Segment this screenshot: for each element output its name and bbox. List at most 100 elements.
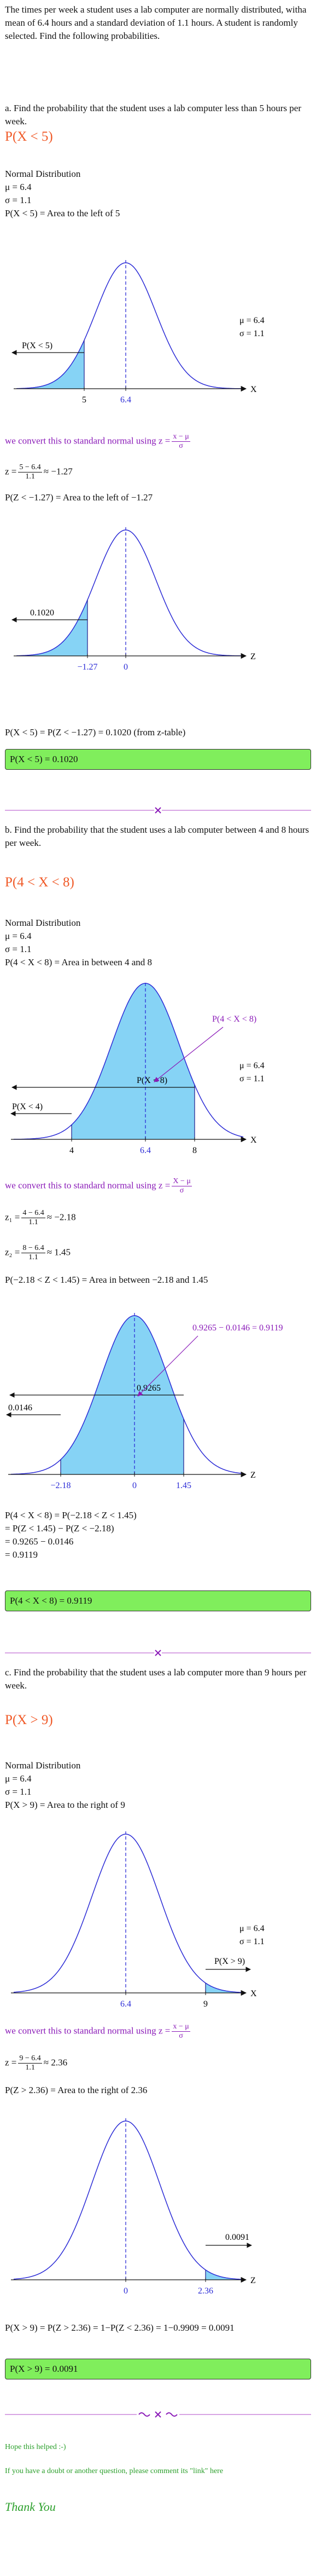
result: P(X < 5) = P(Z < −1.27) = 0.1020 (from z… (5, 727, 186, 737)
z-line: z₁ = 4 − 6.4 1.1 ≈ −2.18 (5, 1209, 76, 1226)
dist: Normal Distribution (5, 169, 81, 179)
z-area: P(Z < −1.27) = Area to the left of −1.27 (5, 492, 153, 503)
mu: μ = 6.4 (5, 931, 32, 941)
graph: P(X < 5) 5 6.4 X μ = 6.4 σ = 1.1 (11, 260, 265, 405)
tick-label: 2.36 (198, 2286, 213, 2296)
z-line: z = 5 − 6.4 1.1 ≈ −1.27 (5, 463, 73, 481)
axis-label: Z (250, 652, 256, 661)
sigma: σ = 1.1 (239, 1074, 265, 1084)
graph: 0.0091 0 2.36 Z (11, 2118, 256, 2296)
divider (5, 807, 311, 814)
label: 0.9265 (137, 1384, 161, 1393)
curve (16, 262, 243, 389)
z-area: P(Z > 2.36) = Area to the right of 2.36 (5, 2085, 148, 2095)
sigma: σ = 1.1 (5, 1787, 32, 1797)
area: P(4 < X < 8) = Area in between 4 and 8 (5, 957, 153, 967)
tick-label: 5 (82, 395, 86, 405)
arrow (137, 1335, 198, 1397)
tick-label: 6.4 (120, 395, 131, 405)
heading: P(4 < X < 8) (5, 875, 74, 890)
tick-label: 9 (203, 1999, 208, 2009)
tick-label: 0 (132, 1481, 137, 1490)
label: 0.9265 − 0.0146 = 0.9119 (192, 1323, 283, 1333)
curve (11, 1315, 244, 1475)
sigma: σ = 1.1 (239, 329, 265, 338)
label: 0.0091 (225, 2233, 249, 2242)
divider (5, 2410, 311, 2419)
convert: we convert this to standard normal using… (5, 2022, 190, 2040)
label: P(X < 4) (12, 1102, 43, 1111)
z-line: z₂ = 8 − 6.4 1.1 ≈ 1.45 (5, 1244, 71, 1261)
tick-label: −2.18 (50, 1481, 71, 1490)
shaded-area (14, 340, 84, 389)
question: c. Find the probability that the student… (5, 1667, 307, 1691)
axis-label: Z (250, 2276, 256, 2285)
tick-label: 0 (124, 662, 128, 672)
result: = P(Z < 1.45) − P(Z < −2.18) (5, 1523, 114, 1534)
tick-label: 6.4 (140, 1146, 151, 1155)
area: P(X < 5) = Area to the left of 5 (5, 208, 120, 218)
thanks: Thank You (5, 2500, 56, 2514)
tick-label: 0 (124, 2286, 128, 2296)
z-area: P(−2.18 < Z < 1.45) = Area in between −2… (5, 1275, 208, 1285)
hope: Hope this helped :-) (5, 2443, 66, 2451)
mu: μ = 6.4 (5, 1773, 32, 1784)
shaded-area (72, 983, 195, 1139)
shaded-area (206, 2269, 243, 2280)
label: P(X < 8) (137, 1076, 167, 1085)
note: If you have a doubt or another question,… (5, 2467, 224, 2475)
area: P(X > 9) = Area to the right of 9 (5, 1800, 125, 1810)
sigma: σ = 1.1 (5, 195, 32, 205)
label: P(4 < X < 8) (212, 1015, 256, 1024)
tick-label: 1.45 (176, 1481, 191, 1490)
question: a. Find the probability that the student… (5, 103, 301, 126)
intro: The times per week a student uses a lab … (5, 4, 307, 41)
z-line: z = 9 − 6.4 1.1 ≈ 2.36 (5, 2054, 68, 2072)
question: b. Find the probability that the student… (5, 825, 309, 848)
sigma: σ = 1.1 (5, 944, 32, 954)
axis-label: Z (250, 1471, 256, 1480)
mu: μ = 6.4 (239, 316, 265, 325)
answer: P(X > 9) = 0.0091 (5, 2359, 311, 2379)
axis-label: X (250, 1136, 257, 1145)
axis-label: X (250, 385, 257, 394)
label: 0.0146 (8, 1403, 32, 1413)
axis-label: X (250, 1989, 257, 1998)
label: P(X > 9) (214, 1957, 245, 1966)
label: P(X < 5) (22, 341, 52, 350)
graph: μ = 6.4 σ = 1.1 P(X > 9) 6.4 9 X (11, 1831, 265, 2009)
mu: μ = 6.4 (239, 1924, 265, 1933)
convert: we convert this to standard normal using… (5, 433, 190, 450)
curve (13, 1834, 244, 1993)
result: P(X > 9) = P(Z > 2.36) = 1−P(Z < 2.36) =… (5, 2323, 235, 2333)
tick-label: 4 (69, 1146, 74, 1155)
heading: P(X < 5) (5, 129, 53, 144)
sigma: σ = 1.1 (239, 1937, 265, 1946)
divider (5, 1650, 311, 1656)
mu: μ = 6.4 (239, 1061, 265, 1070)
heading: P(X > 9) (5, 1713, 53, 1727)
curve (13, 2120, 244, 2280)
curve (16, 529, 243, 656)
result: = 0.9265 − 0.0146 (5, 1536, 74, 1547)
answer: P(4 < X < 8) = 0.9119 (5, 1590, 311, 1611)
result: = 0.9119 (5, 1549, 38, 1560)
mu: μ = 6.4 (5, 182, 32, 192)
graph: 0.1020 −1.27 0 Z (11, 527, 256, 672)
tick-label: 6.4 (120, 1999, 131, 2009)
shaded-area (14, 600, 87, 656)
dist: Normal Distribution (5, 1760, 81, 1771)
graph: P(4 < X < 8) P(X < 8) P(X < 4) 4 6.4 8 X… (10, 981, 265, 1155)
shaded-area (206, 1983, 243, 1993)
convert: we convert this to standard normal using… (5, 1177, 192, 1195)
tick-label: −1.27 (77, 662, 97, 672)
graph: 0.9265 − 0.0146 = 0.9119 0.9265 0.0146 −… (6, 1313, 283, 1490)
tick-label: 8 (192, 1146, 197, 1155)
answer: P(X < 5) = 0.1020 (5, 749, 311, 770)
label: 0.1020 (30, 608, 54, 618)
result: P(4 < X < 8) = P(−2.18 < Z < 1.45) (5, 1510, 137, 1520)
arrow (154, 1027, 224, 1082)
curve (13, 983, 244, 1140)
dist: Normal Distribution (5, 918, 81, 928)
